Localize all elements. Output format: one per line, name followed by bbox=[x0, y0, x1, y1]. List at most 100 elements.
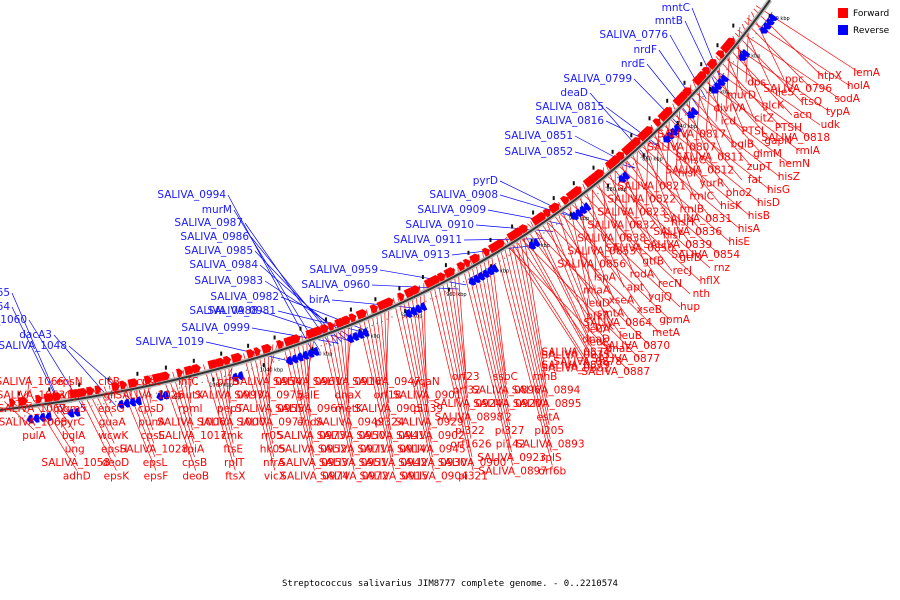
inner-tick bbox=[552, 196, 555, 201]
scale-dot bbox=[223, 375, 226, 378]
forward-gene-arrow bbox=[111, 381, 121, 392]
forward-gene-label: PTSI bbox=[741, 125, 764, 137]
forward-gene-label: udk bbox=[821, 119, 841, 131]
scale-dot bbox=[695, 103, 697, 105]
reverse-gene-label: SALIVA_0987 bbox=[174, 217, 243, 229]
forward-gene-label: SALIVA_0821 bbox=[617, 181, 686, 193]
forward-gene-label: orf1626 bbox=[450, 439, 491, 451]
scale-dot bbox=[481, 270, 483, 273]
leader-line bbox=[718, 53, 821, 126]
forward-gene-label: dnaE bbox=[606, 343, 632, 355]
leader-line bbox=[81, 390, 116, 458]
forward-gene-arrow bbox=[706, 58, 718, 70]
reverse-gene-arrow bbox=[26, 414, 34, 424]
scale-dot bbox=[85, 406, 87, 408]
forward-gene-label: epsF bbox=[144, 471, 169, 483]
forward-gene-label: estA bbox=[536, 412, 560, 424]
reverse-gene-label: SALIVA_0981 bbox=[207, 305, 276, 317]
scale-dot bbox=[508, 254, 510, 257]
forward-gene-label: cmk bbox=[221, 430, 244, 442]
scale-dot bbox=[764, 20, 767, 22]
forward-gene-label: infC bbox=[178, 376, 199, 388]
leader-line bbox=[594, 174, 635, 275]
forward-gene-label: SALIVA_0856 bbox=[557, 259, 626, 271]
leader-line bbox=[125, 382, 156, 458]
leader-line bbox=[392, 297, 434, 471]
forward-gene-arrow bbox=[215, 357, 225, 368]
forward-gene-label: pyrC bbox=[60, 417, 85, 429]
forward-gene-label: SALIVA_1017 bbox=[158, 430, 227, 442]
reverse-gene-arrow bbox=[231, 372, 239, 382]
scale-tick-label: 960 kbp bbox=[446, 292, 466, 298]
scale-tick-label: 840 kbp bbox=[677, 124, 697, 130]
forward-gene-arrow bbox=[355, 309, 367, 320]
reverse-gene-arrow bbox=[670, 127, 679, 136]
reverse-gene-arrow bbox=[296, 352, 304, 362]
inner-tick bbox=[325, 317, 327, 322]
leader-line bbox=[440, 274, 471, 426]
forward-gene-label: SALIVA_0942 bbox=[358, 457, 427, 469]
forward-gene-arrow bbox=[559, 195, 569, 206]
scale-tick-label: 780 kbp bbox=[769, 16, 789, 22]
forward-gene-arrow bbox=[320, 324, 329, 334]
forward-gene-label: epsL bbox=[143, 457, 168, 469]
scale-dot bbox=[729, 65, 731, 67]
forward-gene-label: SALIVA_1067 bbox=[0, 403, 66, 415]
gene-arrows bbox=[8, 13, 778, 424]
reverse-gene-label: mntB bbox=[655, 15, 683, 27]
leader-line bbox=[494, 244, 553, 466]
forward-gene-label: SALIVA_0836 bbox=[653, 226, 722, 238]
forward-gene-label: icd bbox=[721, 116, 736, 128]
forward-gene-arrow bbox=[615, 151, 625, 161]
scale-dot bbox=[758, 28, 760, 31]
scale-dot bbox=[463, 281, 465, 283]
leader-line bbox=[499, 194, 574, 218]
reverse-gene-arrow bbox=[738, 53, 748, 61]
forward-gene-label: epsN bbox=[56, 376, 82, 388]
forward-gene-label: SALIVA_0905 bbox=[354, 403, 423, 415]
scale-dot bbox=[330, 341, 333, 343]
forward-gene-label: deoD bbox=[102, 457, 130, 469]
forward-gene-label: htpX bbox=[817, 70, 842, 82]
genome-caption: Streptococcus salivarius JIM8777 complet… bbox=[282, 579, 618, 589]
leader-line bbox=[338, 320, 351, 417]
scale-dot bbox=[453, 286, 456, 288]
forward-gene-arrow bbox=[642, 126, 653, 137]
inner-tick bbox=[220, 351, 223, 356]
leader-line bbox=[65, 389, 71, 394]
forward-gene-label: ispA bbox=[594, 272, 617, 284]
reverse-gene-arrow bbox=[622, 171, 631, 180]
forward-gene-arrow bbox=[369, 304, 378, 314]
forward-gene-label: SALIVA_0953 bbox=[279, 457, 348, 469]
forward-gene-label: recN bbox=[658, 278, 682, 290]
forward-gene-label: SALIVA_1006 bbox=[157, 417, 226, 429]
inner-tick bbox=[398, 286, 401, 291]
scale-dot bbox=[659, 139, 661, 141]
forward-gene-label: SALIVA_0807 bbox=[647, 142, 716, 154]
forward-gene-label: PTSH bbox=[775, 122, 802, 134]
forward-gene-label: ppc bbox=[785, 73, 804, 85]
reverse-gene-arrow bbox=[674, 123, 683, 133]
forward-gene-label: ssbC bbox=[493, 371, 518, 383]
forward-gene-label: orf18 bbox=[374, 390, 402, 402]
reverse-gene-arrow bbox=[473, 274, 481, 284]
reverse-gene-arrow bbox=[618, 174, 627, 183]
forward-gene-label: SALIVA_0945 bbox=[397, 444, 466, 456]
legend-reverse-label: Reverse bbox=[853, 26, 890, 36]
reverse-gene-arrow bbox=[351, 331, 360, 341]
scale-dot bbox=[512, 252, 515, 254]
forward-gene-label: ftsE bbox=[223, 444, 243, 456]
scale-dot bbox=[593, 196, 595, 198]
reverse-gene-arrow bbox=[410, 306, 418, 316]
leader-line bbox=[713, 59, 745, 132]
leader-line bbox=[244, 222, 332, 347]
scale-dot bbox=[736, 57, 738, 59]
reverse-gene-arrow bbox=[533, 238, 541, 247]
leader-line bbox=[715, 56, 783, 129]
forward-gene-label: rodA bbox=[630, 268, 655, 280]
leader-line bbox=[473, 256, 510, 426]
forward-gene-label: SALIVA_0838 bbox=[577, 233, 646, 245]
forward-gene-label: SALIVA_0895 bbox=[513, 398, 582, 410]
scale-dot bbox=[434, 295, 437, 298]
reverse-gene-arrow bbox=[528, 240, 537, 250]
